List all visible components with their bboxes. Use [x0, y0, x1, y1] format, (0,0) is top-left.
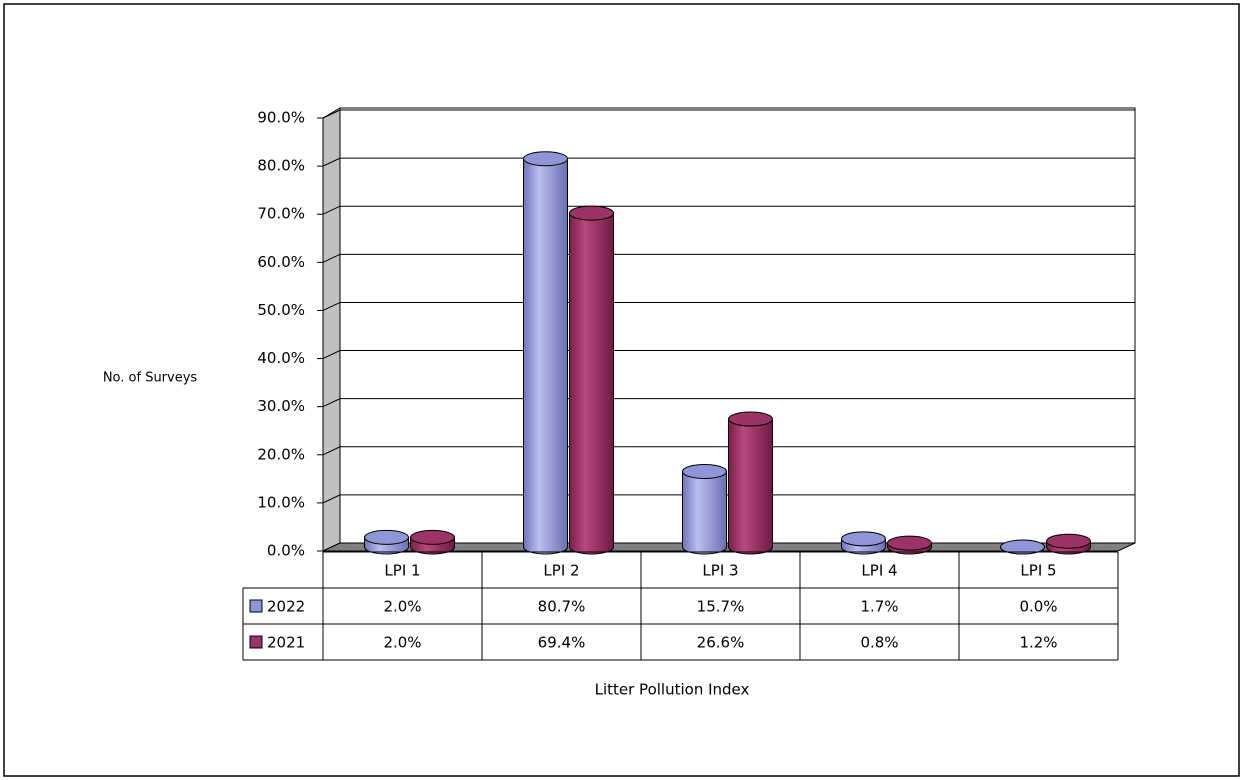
bar-top — [410, 529, 455, 545]
grid-line — [322, 109, 1135, 119]
bar — [410, 529, 455, 555]
grid-line — [322, 494, 1135, 504]
y-tick-label: 80.0% — [257, 157, 305, 175]
x-tick-label: LPI 5 — [1020, 562, 1056, 580]
bar — [841, 531, 886, 555]
legend-swatch — [249, 599, 263, 613]
grid-line — [322, 446, 1135, 456]
y-tick-label: 90.0% — [257, 109, 305, 127]
x-tick-label: LPI 1 — [384, 562, 420, 580]
bar-top — [728, 411, 773, 427]
y-tick-label: 70.0% — [257, 205, 305, 223]
table-cell: 80.7% — [538, 598, 586, 616]
y-tick-label: 60.0% — [257, 253, 305, 271]
legend-label: 2022 — [267, 598, 305, 616]
table-cell: 26.6% — [697, 634, 745, 652]
grid-line — [322, 350, 1135, 360]
bar-top — [841, 531, 886, 547]
bar — [1046, 533, 1091, 555]
bar — [364, 529, 409, 555]
bar-top — [682, 463, 727, 479]
x-tick-label: LPI 3 — [702, 562, 738, 580]
bar-top — [569, 205, 614, 221]
table-cell: 0.8% — [860, 634, 898, 652]
bar-top — [1046, 533, 1091, 549]
side-wall — [322, 107, 341, 552]
bar-body — [728, 418, 773, 555]
y-tick-label: 50.0% — [257, 301, 305, 319]
bar-top — [887, 535, 932, 551]
bar — [523, 151, 568, 555]
grid-line — [322, 157, 1135, 167]
y-tick-label: 20.0% — [257, 445, 305, 463]
table-cell: 2.0% — [383, 634, 421, 652]
bar-body — [682, 470, 727, 555]
bar-top — [364, 529, 409, 545]
y-tick-label: 40.0% — [257, 349, 305, 367]
table-cell: 1.2% — [1019, 634, 1057, 652]
grid-line — [322, 398, 1135, 408]
bar-body — [523, 158, 568, 555]
table-cell: 0.0% — [1019, 598, 1057, 616]
bar-top — [1000, 539, 1045, 555]
grid-line — [322, 205, 1135, 215]
legend-swatch — [249, 635, 263, 649]
bar-top — [523, 151, 568, 167]
y-tick-label: 30.0% — [257, 397, 305, 415]
y-axis-label: No. of Surveys — [103, 371, 198, 386]
x-axis-label: Litter Pollution Index — [595, 681, 750, 699]
bar-body — [569, 212, 614, 555]
bar — [728, 411, 773, 555]
table-cell: 2.0% — [383, 598, 421, 616]
table-cell: 15.7% — [697, 598, 745, 616]
bar — [569, 205, 614, 555]
table-cell: 69.4% — [538, 634, 586, 652]
x-tick-label: LPI 2 — [543, 562, 579, 580]
bar — [887, 535, 932, 555]
x-tick-label: LPI 4 — [861, 562, 897, 580]
table-cell: 1.7% — [860, 598, 898, 616]
legend-label: 2021 — [267, 634, 305, 652]
grid-line — [322, 253, 1135, 263]
y-tick-label: 0.0% — [267, 542, 305, 560]
grid-line — [322, 301, 1135, 311]
y-tick-label: 10.0% — [257, 493, 305, 511]
bar — [682, 463, 727, 555]
